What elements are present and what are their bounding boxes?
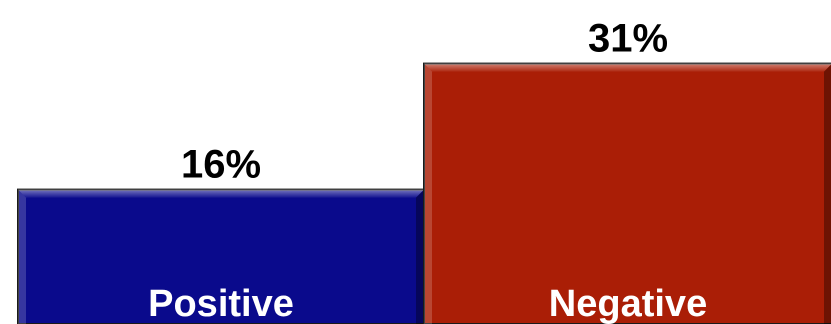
- bar-negative-bevel-top: [424, 63, 831, 72]
- bar-positive: [17, 188, 425, 324]
- bar-positive-bevel-right: [416, 189, 424, 324]
- bar-negative: [423, 62, 831, 324]
- bar-positive-face: [17, 188, 425, 324]
- bars-layer: [17, 62, 831, 324]
- category-label-negative: Negative: [549, 283, 707, 324]
- value-label-negative: 31%: [588, 17, 668, 61]
- category-label-positive: Positive: [148, 283, 294, 324]
- bar-positive-bevel-top: [18, 189, 424, 198]
- bar-negative-bevel-right: [824, 64, 831, 324]
- value-label-positive: 16%: [181, 143, 261, 187]
- bar-negative-bevel-left: [424, 63, 432, 324]
- labels-layer: 16% Positive 31% Negative: [148, 17, 707, 324]
- bar-positive-bevel-left: [18, 189, 26, 324]
